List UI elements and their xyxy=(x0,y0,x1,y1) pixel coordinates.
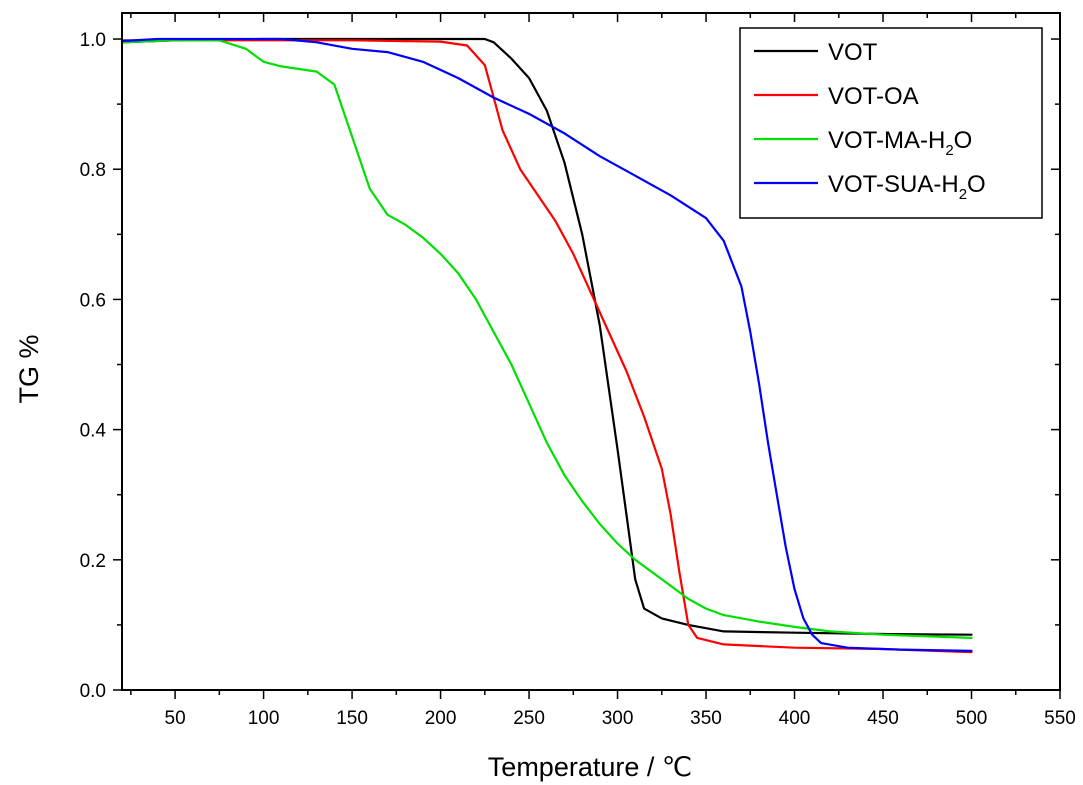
legend-label: VOT-SUA-H2O xyxy=(828,171,986,203)
legend-label-main: VOT-SUA-H xyxy=(828,171,959,198)
legend-label-main: VOT xyxy=(828,39,878,66)
x-tick-label: 500 xyxy=(956,708,988,729)
legend-label: VOT-MA-H2O xyxy=(828,127,972,159)
y-axis-title: TG % xyxy=(14,334,44,403)
plot-frame xyxy=(121,12,1061,691)
legend-label-tail: O xyxy=(967,171,986,198)
y-tick-label: 0.2 xyxy=(80,551,106,572)
series-line-vot-sua-h2o xyxy=(120,37,973,652)
x-tick-label: 50 xyxy=(165,708,186,729)
legend-label-subscript: 2 xyxy=(945,142,953,159)
x-tick-label: 200 xyxy=(425,708,457,729)
y-tick-label: 1.0 xyxy=(80,30,106,51)
series-line-vot-oa xyxy=(120,39,973,654)
legend-label: VOT xyxy=(828,39,878,66)
x-tick-label: 300 xyxy=(602,708,634,729)
x-tick-label: 550 xyxy=(1044,708,1076,729)
x-tick-label: 450 xyxy=(867,708,899,729)
legend-box xyxy=(739,27,1043,219)
legend-label-main: VOT-OA xyxy=(828,83,919,110)
series-layer xyxy=(120,37,973,654)
series-line-vot-ma-h2o xyxy=(120,39,973,639)
legend-label-main: VOT-MA-H xyxy=(828,127,945,154)
y-tick-label: 0.4 xyxy=(80,421,107,442)
x-axis-title: Temperature / ℃ xyxy=(488,752,692,782)
axes-layer: 50 100 150 200 250 300 350 400 450 500 550 0.0 0.2 0.… xyxy=(80,12,1076,729)
y-tick-label: 0.0 xyxy=(80,681,106,702)
x-tick-label: 400 xyxy=(779,708,811,729)
x-tick-label: 350 xyxy=(690,708,722,729)
legend-label-tail: O xyxy=(954,127,973,154)
x-tick-label: 100 xyxy=(248,708,280,729)
y-tick-label: 0.8 xyxy=(80,160,106,181)
x-tick-label: 150 xyxy=(336,708,368,729)
x-tick-label: 250 xyxy=(513,708,545,729)
legend-label: VOT-OA xyxy=(828,83,919,110)
legend-label-subscript: 2 xyxy=(959,186,967,203)
series-line-vot xyxy=(120,37,973,636)
y-tick-label: 0.6 xyxy=(80,290,106,311)
